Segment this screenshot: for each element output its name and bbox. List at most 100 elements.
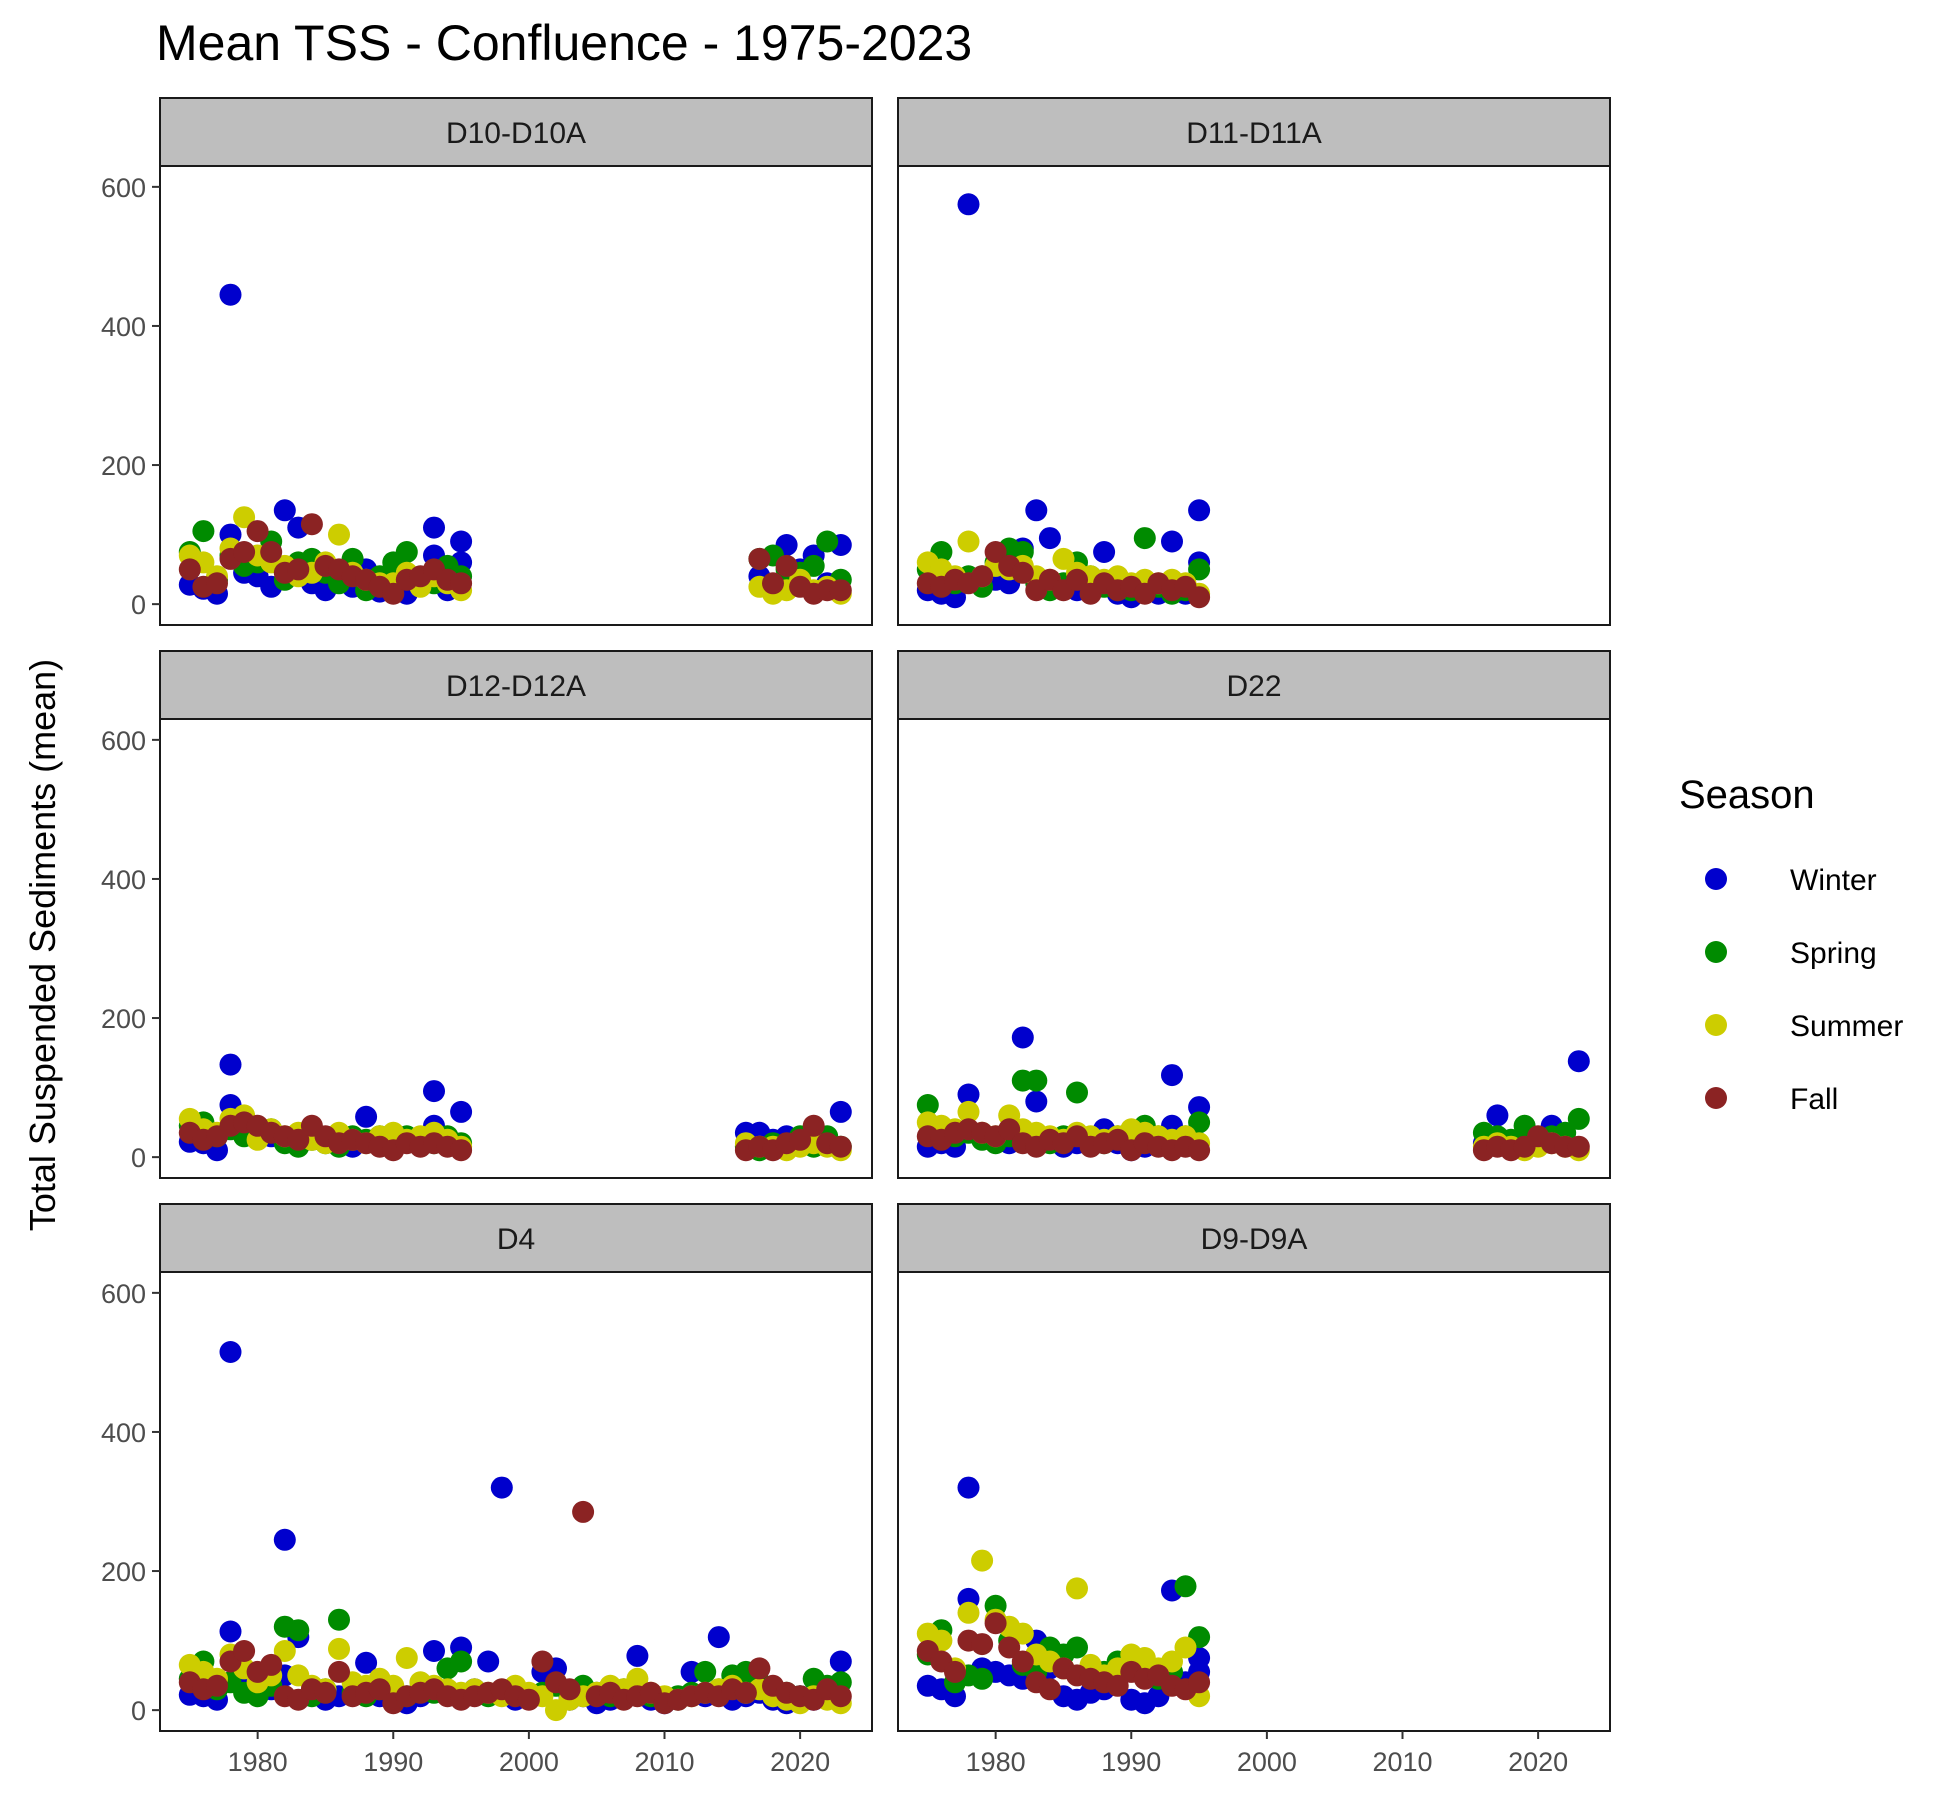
point-fall bbox=[206, 572, 228, 595]
point-summer bbox=[957, 1601, 980, 1624]
point-winter bbox=[957, 1476, 980, 1499]
point-winter bbox=[1161, 530, 1183, 553]
point-fall bbox=[233, 541, 256, 563]
point-spring bbox=[395, 541, 418, 563]
point-fall bbox=[450, 1139, 473, 1162]
point-winter bbox=[1567, 1050, 1590, 1073]
point-fall bbox=[802, 1114, 825, 1137]
point-fall bbox=[1188, 1671, 1211, 1694]
y-tick-label: 400 bbox=[101, 865, 146, 895]
point-summer bbox=[1174, 1636, 1197, 1659]
point-summer bbox=[1161, 1650, 1183, 1673]
point-spring bbox=[1174, 1575, 1197, 1598]
x-tick-label: 2020 bbox=[1508, 1747, 1568, 1777]
legend-label-winter: Winter bbox=[1790, 864, 1877, 897]
facet-strip bbox=[897, 650, 1611, 720]
x-tick-label: 1980 bbox=[966, 1747, 1026, 1777]
point-fall bbox=[748, 547, 771, 570]
x-tick-label: 2010 bbox=[634, 1747, 694, 1777]
point-fall bbox=[1567, 1135, 1590, 1158]
point-spring bbox=[1066, 1636, 1088, 1659]
x-tick-label: 1990 bbox=[1101, 1747, 1161, 1777]
facet-panel-d22: D22 bbox=[897, 650, 1611, 1179]
facet-panel-d4: D4 0 200 400 600 1980 1990 2000 2010 2020 bbox=[101, 1203, 873, 1777]
legend-title: Season bbox=[1679, 773, 1815, 817]
point-winter bbox=[626, 1644, 649, 1667]
point-fall bbox=[1188, 1139, 1211, 1162]
point-winter bbox=[957, 193, 980, 216]
facet-panel-d10-d10a: D10-D10A 0 200 400 600 bbox=[101, 97, 873, 626]
point-winter bbox=[1038, 527, 1061, 550]
point-winter bbox=[1025, 1090, 1048, 1113]
point-summer bbox=[957, 530, 980, 553]
legend-key-fall bbox=[1705, 1087, 1727, 1109]
point-spring bbox=[916, 1094, 939, 1116]
facet-strip-label: D10-D10A bbox=[446, 117, 586, 150]
y-tick-label: 0 bbox=[131, 1143, 146, 1173]
point-fall bbox=[517, 1688, 540, 1711]
point-fall bbox=[382, 582, 405, 605]
point-fall bbox=[1011, 1650, 1034, 1673]
legend-label-spring: Spring bbox=[1790, 937, 1877, 970]
facet-panel-d12-d12a: D12-D12A 0 200 400 600 bbox=[101, 650, 873, 1179]
plot-area bbox=[897, 1271, 1611, 1732]
legend-label-summer: Summer bbox=[1790, 1010, 1903, 1043]
point-fall bbox=[1106, 1674, 1129, 1697]
x-tick-label: 2000 bbox=[499, 1747, 559, 1777]
point-winter bbox=[957, 1083, 980, 1106]
point-spring bbox=[1133, 527, 1156, 550]
facet-strip-label: D9-D9A bbox=[1201, 1223, 1308, 1256]
point-summer bbox=[233, 506, 256, 529]
panels-layer: D10-D10A 0 200 400 600 D11-D11A D12-D12A 0 200 40… bbox=[101, 97, 1611, 1777]
point-fall bbox=[206, 1674, 228, 1697]
point-fall bbox=[287, 558, 310, 581]
point-fall bbox=[789, 1128, 812, 1151]
points bbox=[178, 283, 852, 605]
point-fall bbox=[260, 541, 283, 563]
point-winter bbox=[477, 1650, 500, 1673]
y-tick-label: 200 bbox=[101, 1004, 146, 1034]
point-winter bbox=[423, 516, 445, 539]
point-fall bbox=[984, 541, 1007, 563]
x-tick-label: 1980 bbox=[228, 1747, 288, 1777]
y-tick-label: 600 bbox=[101, 726, 146, 756]
facet-strip-label: D22 bbox=[1226, 670, 1281, 703]
point-spring bbox=[192, 520, 215, 543]
point-spring bbox=[328, 1608, 350, 1631]
point-fall bbox=[300, 513, 323, 536]
point-fall bbox=[944, 1660, 966, 1683]
point-spring bbox=[971, 1667, 994, 1690]
point-fall bbox=[233, 1640, 256, 1662]
point-winter bbox=[423, 1080, 445, 1103]
y-tick-label: 200 bbox=[101, 1557, 146, 1587]
point-fall bbox=[829, 1685, 852, 1708]
facet-panel-d9-d9a: D9-D9A 1980 1990 2000 2010 2020 bbox=[897, 1203, 1611, 1777]
x-tick-label: 2020 bbox=[770, 1747, 830, 1777]
point-winter bbox=[219, 1341, 242, 1363]
point-fall bbox=[368, 1678, 391, 1701]
point-winter bbox=[219, 1053, 242, 1076]
point-fall bbox=[829, 1135, 852, 1158]
point-fall bbox=[531, 1650, 554, 1673]
point-spring bbox=[287, 1619, 310, 1642]
point-fall bbox=[314, 1681, 337, 1704]
point-spring bbox=[450, 1650, 473, 1673]
legend: Season Winter Spring Summer Fall bbox=[1679, 773, 1903, 1116]
point-winter bbox=[490, 1476, 513, 1499]
point-summer bbox=[1066, 1577, 1088, 1600]
point-winter bbox=[423, 1640, 445, 1662]
plot-area bbox=[897, 718, 1611, 1179]
point-fall bbox=[328, 1660, 350, 1683]
point-spring bbox=[1188, 1111, 1211, 1134]
point-fall bbox=[775, 554, 798, 577]
point-fall bbox=[572, 1500, 595, 1523]
point-fall bbox=[287, 1128, 310, 1151]
point-winter bbox=[450, 530, 473, 553]
y-axis-label: Total Suspended Sediments (mean) bbox=[22, 659, 63, 1231]
points bbox=[178, 1053, 852, 1162]
legend-key-winter bbox=[1705, 868, 1727, 890]
point-summer bbox=[395, 1647, 418, 1669]
facet-panel-d11-d11a: D11-D11A bbox=[897, 97, 1611, 626]
facet-strip bbox=[159, 1203, 873, 1273]
